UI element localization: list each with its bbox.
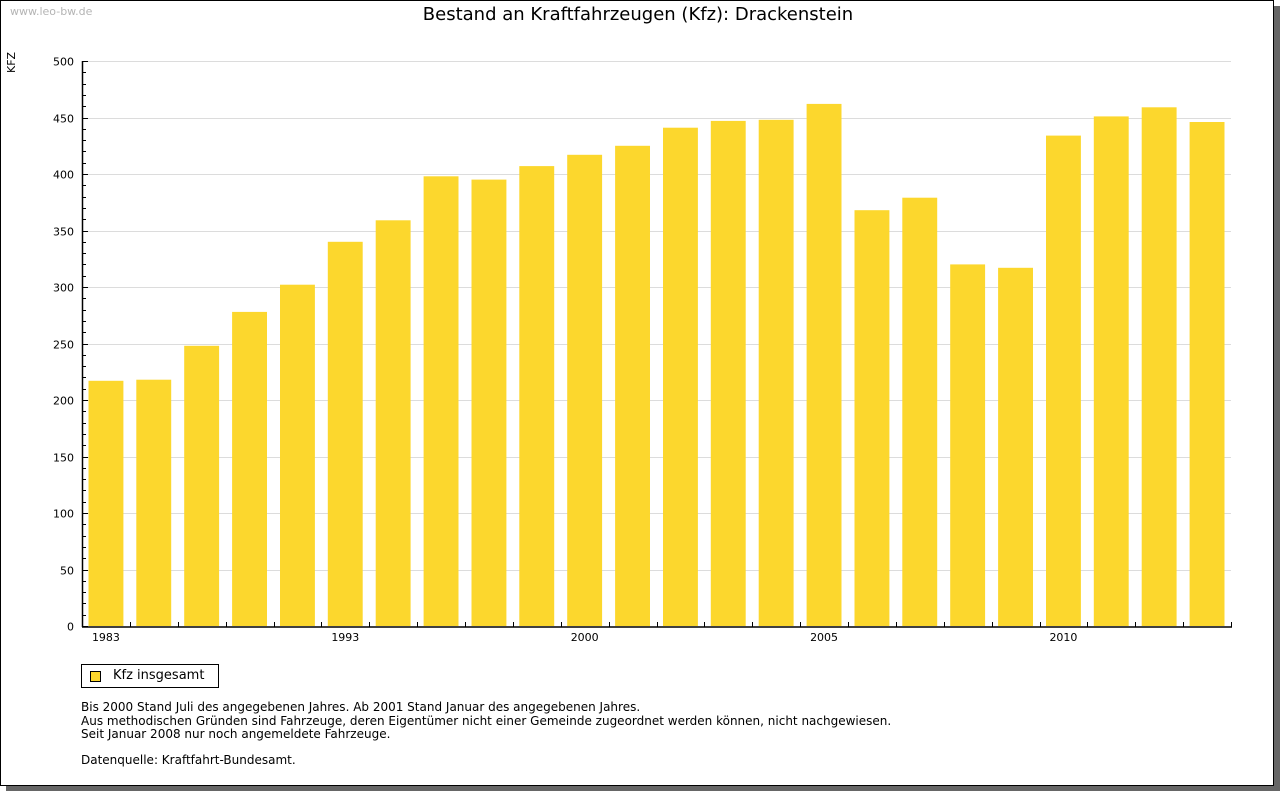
- y-tick-label: 100: [53, 508, 74, 521]
- bar-1991: [280, 284, 315, 626]
- bar-1995: [375, 220, 411, 627]
- legend-swatch: [90, 671, 101, 682]
- bar-2009: [998, 267, 1033, 626]
- bar-2007: [902, 197, 938, 626]
- y-tick-label: 250: [53, 339, 74, 352]
- footnote-line: Bis 2000 Stand Juli des angegebenen Jahr…: [81, 700, 641, 714]
- y-tick-label: 50: [60, 565, 74, 578]
- bar-2012: [1141, 107, 1177, 627]
- bar-1987: [184, 345, 220, 626]
- chart-title: Bestand an Kraftfahrzeugen (Kfz): Dracke…: [422, 4, 854, 25]
- bar-chart: 0 50 100 150 200 250 300 350 400 450 500 1983 1993 2…: [53, 56, 1232, 644]
- y-tick-label: 400: [53, 169, 74, 182]
- x-axis: 1983 1993 2000 2005 2010: [82, 622, 1232, 644]
- y-tick-label: 0: [67, 621, 74, 634]
- legend-label: Kfz insgesamt: [113, 668, 205, 683]
- bar-1983: [88, 380, 124, 626]
- bar-1993: [327, 241, 363, 627]
- x-tick-label: 1983: [92, 631, 120, 644]
- bar-1997: [423, 176, 459, 627]
- y-axis: 0 50 100 150 200 250 300 350 400 450 500: [53, 56, 88, 634]
- bar-2008: [950, 264, 986, 626]
- x-tick-label: 1993: [331, 631, 359, 644]
- bar-1989: [232, 311, 267, 626]
- bar-2004: [758, 119, 794, 627]
- bar-2011: [1093, 116, 1129, 627]
- bars: [88, 103, 1225, 627]
- bar-2000: [567, 154, 603, 627]
- footnotes: Bis 2000 Stand Juli des angegebenen Jahr…: [81, 700, 892, 742]
- x-tick-label: 2005: [810, 631, 838, 644]
- y-tick-label: 450: [53, 113, 74, 126]
- bar-2001: [615, 145, 650, 627]
- watermark: www.leo-bw.de: [10, 5, 93, 18]
- bar-2013: [1189, 122, 1225, 626]
- x-tick-label: 2010: [1049, 631, 1077, 644]
- bar-1985: [136, 379, 172, 626]
- bar-2003: [710, 120, 746, 627]
- y-tick-label: 150: [53, 452, 74, 465]
- x-tick-label: 2000: [571, 631, 599, 644]
- bar-2010: [1046, 135, 1081, 626]
- bar-2005: [806, 103, 842, 626]
- y-tick-label: 200: [53, 395, 74, 408]
- bar-1998: [471, 179, 507, 626]
- y-tick-label: 500: [53, 56, 74, 69]
- y-tick-label: 300: [53, 282, 74, 295]
- data-source: Datenquelle: Kraftfahrt-Bundesamt.: [81, 753, 296, 767]
- gridlines: [82, 61, 1231, 571]
- y-tick-label: 350: [53, 226, 74, 239]
- footnote-line: Seit Januar 2008 nur noch angemeldete Fa…: [81, 727, 391, 741]
- footnote-line: Aus methodischen Gründen sind Fahrzeuge,…: [81, 713, 892, 728]
- bar-1999: [519, 166, 555, 626]
- bar-2002: [663, 127, 698, 626]
- bar-2006: [854, 210, 890, 626]
- legend: Kfz insgesamt: [81, 664, 219, 688]
